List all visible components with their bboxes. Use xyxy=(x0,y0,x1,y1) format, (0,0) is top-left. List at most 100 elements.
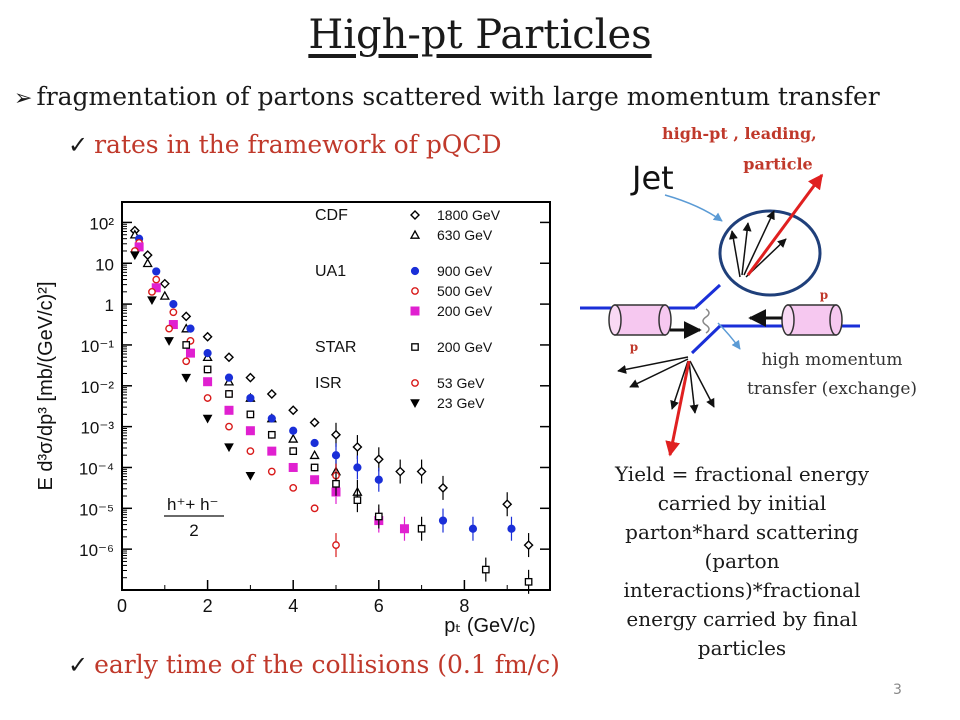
arrow-bullet-icon: ➢ xyxy=(14,86,33,111)
data-point xyxy=(309,417,320,428)
lower-leading-particle-arrow xyxy=(665,360,691,457)
data-point xyxy=(468,524,478,533)
data-point xyxy=(142,250,153,261)
data-point xyxy=(352,442,363,453)
data-point xyxy=(507,524,516,533)
series-ua1-500-gev xyxy=(135,238,340,488)
data-point xyxy=(410,306,420,316)
data-point xyxy=(411,287,419,295)
data-point xyxy=(399,524,409,534)
legend-entry-label: 200 GeV xyxy=(437,339,493,355)
jet-track xyxy=(743,210,775,276)
data-point xyxy=(374,475,383,484)
data-point xyxy=(224,443,234,453)
main-bullet-text: fragmentation of partons scattered with … xyxy=(36,82,880,111)
data-point xyxy=(203,394,212,402)
data-point xyxy=(159,290,170,300)
jet-track xyxy=(689,360,715,408)
y-tick-label: 10⁻² xyxy=(80,378,114,397)
y-tick-label: 10⁻¹ xyxy=(80,337,114,356)
data-point xyxy=(289,483,298,492)
data-point xyxy=(411,379,419,387)
data-point xyxy=(288,462,298,472)
legend-entry-label: 53 GeV xyxy=(437,375,485,391)
yield-explanation: Yield = fractional energy carried by ini… xyxy=(614,462,870,660)
data-point xyxy=(416,466,427,477)
data-point xyxy=(481,565,490,574)
data-point xyxy=(267,414,276,423)
data-point xyxy=(332,541,340,549)
check-bullet-rates-text: rates in the framework of pQCD xyxy=(94,130,502,159)
data-point xyxy=(202,331,213,342)
data-point xyxy=(245,372,256,383)
gluon-exchange-squiggle xyxy=(702,308,710,334)
y-tick-label: 10⁻⁴ xyxy=(79,459,114,478)
jet-cone-ellipse xyxy=(718,209,822,297)
data-point xyxy=(417,524,426,533)
data-point xyxy=(225,390,233,398)
transfer-label-1: high momentum xyxy=(761,350,902,370)
data-point xyxy=(151,283,161,293)
data-point xyxy=(331,429,341,440)
data-point xyxy=(267,467,276,476)
y-tick-label: 10 xyxy=(95,255,114,274)
jet-label: Jet xyxy=(630,159,674,197)
series-isr-53-gev xyxy=(130,247,340,558)
lower-jet-tracks xyxy=(617,356,715,414)
series-ua1-900-gev xyxy=(135,234,516,541)
jet-diagram: high-pt , leading, particle Jet p p xyxy=(580,125,917,457)
check-bullet-rates: ✓ rates in the framework of pQCD xyxy=(68,130,502,159)
y-tick-label: 1 xyxy=(105,296,114,315)
data-point xyxy=(203,349,212,358)
checkmark-icon: ✓ xyxy=(68,651,89,679)
data-point xyxy=(410,399,420,409)
data-point xyxy=(410,266,420,276)
y-tick-label: 10⁻³ xyxy=(80,419,114,438)
data-point xyxy=(169,308,178,317)
slide-title: High-pt Particles xyxy=(308,12,652,58)
legend-entry-label: 500 GeV xyxy=(437,283,493,299)
leading-particle-arrow xyxy=(746,173,824,276)
legend-group-label: STAR xyxy=(315,339,356,356)
data-point xyxy=(147,296,157,306)
chart-axes: 10² 10 1 10⁻¹ 10⁻² 10⁻³ 10⁻⁴ 10⁻⁵ 10⁻⁶ 0 2 4 6 8pₜ (G… xyxy=(35,201,551,637)
leading-particle-label-2: particle xyxy=(743,155,812,174)
data-point xyxy=(134,242,144,252)
transfer-label-2: transfer (exchange) xyxy=(747,379,917,399)
legend-entry-label: 900 GeV xyxy=(437,263,493,279)
page-number: 3 xyxy=(893,682,902,698)
data-point xyxy=(523,540,534,551)
data-point xyxy=(164,337,174,346)
data-point xyxy=(409,229,421,239)
chart-marks xyxy=(129,225,534,594)
legend-entry-label: 23 GeV xyxy=(437,395,485,411)
check-bullet-early-time: ✓ early time of the collisions (0.1 fm/c) xyxy=(68,650,560,679)
main-bullet: ➢ fragmentation of partons scattered with… xyxy=(14,82,880,111)
data-point xyxy=(185,348,195,358)
data-point xyxy=(246,393,255,403)
data-point xyxy=(332,479,340,488)
data-point xyxy=(182,341,191,349)
data-point xyxy=(225,422,233,431)
y-axis-label: E d³σ/dp³ [mb/(GeV/c)²] xyxy=(35,281,57,490)
data-point xyxy=(186,324,195,333)
data-point xyxy=(224,405,234,415)
y-tick-label: 10⁻⁵ xyxy=(79,500,114,519)
data-point xyxy=(373,454,384,465)
data-point xyxy=(310,438,319,448)
chart-legend: CDF 1800 GeV 630 GeV UA1 900 GeV 500 GeV 200 G… xyxy=(315,207,501,411)
data-point xyxy=(203,365,212,374)
data-point xyxy=(267,430,276,439)
legend-entry-label: 200 GeV xyxy=(437,303,493,319)
data-point xyxy=(246,447,255,456)
legend-group-label: CDF xyxy=(315,207,348,224)
parton-outgoing-lower xyxy=(690,324,722,355)
data-point xyxy=(288,405,299,416)
data-point xyxy=(129,251,140,261)
legend-entry-label: 630 GeV xyxy=(437,227,493,243)
data-point xyxy=(169,300,178,309)
data-point xyxy=(438,482,448,493)
data-point xyxy=(245,426,255,436)
leading-particle-label-1: high-pt , leading, xyxy=(662,125,817,143)
data-point xyxy=(310,475,320,485)
